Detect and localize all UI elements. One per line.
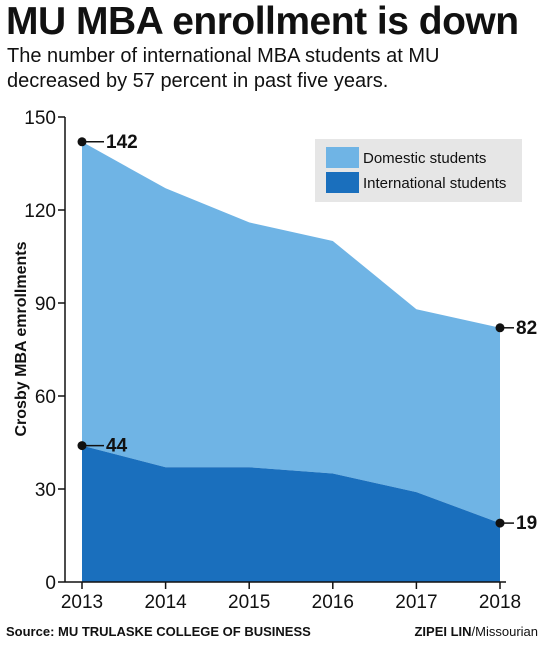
y-tick-label: 120 bbox=[24, 201, 56, 222]
legend-swatch-international bbox=[326, 172, 359, 193]
chart-subtitle: The number of international MBA students… bbox=[7, 45, 440, 92]
legend-swatch-domestic bbox=[326, 147, 359, 168]
credit-outlet: /Missourian bbox=[471, 624, 538, 639]
y-tick-label: 0 bbox=[45, 573, 56, 594]
annotation-label: 44 bbox=[106, 436, 128, 457]
y-tick-label: 60 bbox=[35, 387, 56, 408]
annotation-label: 19 bbox=[516, 513, 537, 534]
y-tick-label: 30 bbox=[35, 480, 56, 501]
x-tick-label: 2015 bbox=[228, 592, 270, 613]
domestic-area bbox=[82, 141, 500, 524]
y-tick-label: 90 bbox=[35, 294, 56, 315]
chart-title: MU MBA enrollment is down bbox=[6, 0, 519, 43]
y-axis-label: Crosby MBA emrollments bbox=[13, 241, 30, 437]
legend-label-international: International students bbox=[363, 175, 506, 192]
source-note: Source: MU TRULASKE COLLEGE OF BUSINESS bbox=[6, 624, 311, 639]
x-tick-label: 2018 bbox=[479, 592, 521, 613]
x-tick-label: 2016 bbox=[312, 592, 354, 613]
y-tick-label: 150 bbox=[24, 108, 56, 129]
legend-label-domestic: Domestic students bbox=[363, 150, 486, 167]
credit-note: ZIPEI LIN/Missourian bbox=[414, 624, 538, 639]
annotation-label: 142 bbox=[106, 132, 138, 153]
x-tick-label: 2013 bbox=[61, 592, 103, 613]
annotation-label: 82 bbox=[516, 318, 537, 339]
credit-name: ZIPEI LIN bbox=[414, 624, 472, 639]
x-tick-label: 2014 bbox=[144, 592, 187, 613]
international-area bbox=[82, 445, 500, 582]
x-tick-label: 2017 bbox=[395, 592, 437, 613]
